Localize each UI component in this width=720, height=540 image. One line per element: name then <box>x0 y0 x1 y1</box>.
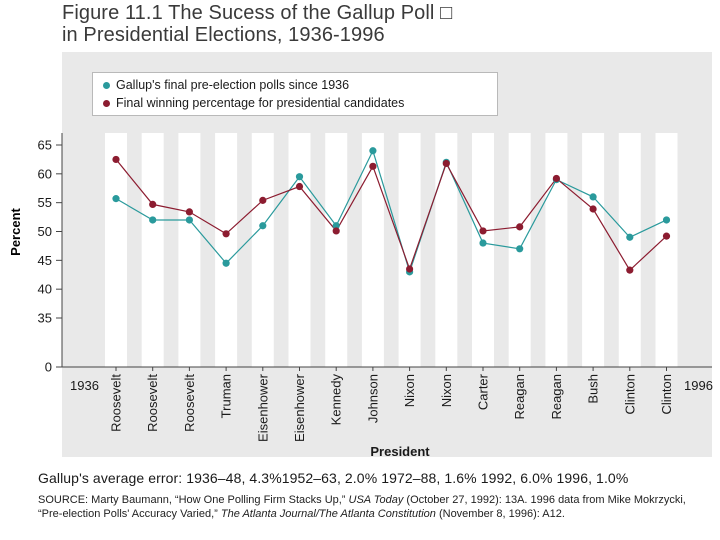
data-point-gallup <box>149 216 157 224</box>
chart-legend: Gallup's final pre-election polls since … <box>92 72 498 116</box>
source-text-3: (November 8, 1996): A12. <box>435 507 565 520</box>
column-band <box>398 133 421 367</box>
source-note: SOURCE: Marty Baumann, “How One Polling … <box>38 494 698 521</box>
data-point-gallup <box>295 173 304 181</box>
y-tick-label: 0 <box>45 360 52 375</box>
y-tick-label: 60 <box>38 166 52 181</box>
column-band <box>472 133 494 367</box>
data-point-winning <box>406 265 414 273</box>
data-point-winning <box>626 266 634 274</box>
legend-label-winning: Final winning percentage for presidentia… <box>116 96 405 110</box>
data-point-winning <box>442 159 450 168</box>
y-tick-label: 65 <box>38 138 52 153</box>
y-tick-label: 55 <box>38 195 52 210</box>
x-tick-label: Roosevelt <box>145 374 160 432</box>
x-tick-label: Nixon <box>439 374 454 407</box>
column-band <box>655 133 678 367</box>
column-bands <box>105 133 678 367</box>
source-publication-1: USA Today <box>348 494 404 506</box>
column-band <box>178 133 201 367</box>
source-text-1: SOURCE: Marty Baumann, “How One Polling … <box>38 494 349 506</box>
column-band <box>215 133 238 367</box>
column-band <box>618 133 641 367</box>
data-point-gallup <box>479 239 487 247</box>
x-tick-label: Clinton <box>622 374 637 414</box>
data-point-gallup <box>222 259 230 267</box>
data-point-gallup <box>516 245 524 253</box>
legend-marker-winning <box>103 99 110 107</box>
x-start-label: 1936 <box>70 378 99 393</box>
column-band <box>288 133 311 367</box>
data-point-winning <box>589 205 597 213</box>
column-band <box>105 133 127 367</box>
y-tick-label: 40 <box>38 282 52 297</box>
y-tick-label: 45 <box>38 253 52 268</box>
data-point-winning <box>662 232 671 240</box>
series-layer <box>112 147 671 276</box>
x-axis-title: President <box>370 444 430 459</box>
x-tick-label: Clinton <box>659 374 674 414</box>
legend-marker-gallup <box>103 81 110 89</box>
source-publication-2: The Atlanta Journal/The Atlanta Constitu… <box>220 507 436 520</box>
data-point-gallup <box>112 195 120 203</box>
x-tick-label: Roosevelt <box>182 374 197 432</box>
x-tick-label: Reagan <box>549 374 564 420</box>
axes: 0 35 40 45 50 55 60 65 1936 1996 Roosevelt Roosevel… <box>38 133 713 442</box>
legend-item-gallup: Gallup's final pre-election polls since … <box>103 78 349 92</box>
data-point-winning <box>112 155 120 164</box>
column-band <box>545 133 568 367</box>
x-tick-label: Roosevelt <box>109 374 124 432</box>
column-band <box>582 133 605 367</box>
data-point-gallup <box>589 193 597 201</box>
source-text-2: (October 27, 1992): 13A. 1996 data from … <box>38 494 686 520</box>
data-point-winning <box>185 208 193 216</box>
y-tick-label: 50 <box>38 224 52 239</box>
legend-item-winning: Final winning percentage for presidentia… <box>103 96 404 110</box>
x-tick-label: Johnson <box>365 374 380 423</box>
data-point-winning <box>295 182 304 191</box>
x-tick-label: Nixon <box>402 374 417 407</box>
series-line-winning <box>115 159 667 272</box>
y-axis-title: Percent <box>8 207 23 255</box>
data-point-winning <box>149 200 157 208</box>
data-point-gallup <box>185 216 193 224</box>
x-tick-label: Bush <box>586 374 601 404</box>
x-tick-label: Carter <box>476 373 491 410</box>
column-band <box>361 133 384 367</box>
column-band <box>325 133 348 367</box>
data-point-gallup <box>626 233 634 241</box>
data-point-winning <box>479 227 487 235</box>
data-point-gallup <box>259 222 267 230</box>
data-point-winning <box>332 227 340 235</box>
figure-title-line-2: in Presidential Elections, 1936-1996 <box>62 24 385 46</box>
x-tick-label: Kennedy <box>329 374 344 426</box>
data-point-winning <box>222 230 230 238</box>
column-band <box>251 133 274 367</box>
data-point-winning <box>552 174 561 183</box>
data-point-gallup <box>662 216 671 224</box>
figure-title-line-1: Figure 11.1 The Sucess of the Gallup Pol… <box>62 2 453 24</box>
figure-title: Figure 11.1 The Sucess of the Gallup Pol… <box>62 2 452 46</box>
data-point-gallup <box>369 147 377 155</box>
column-band <box>141 133 164 367</box>
data-point-gallup <box>332 222 340 230</box>
x-end-label: 1996 <box>684 378 713 393</box>
x-tick-label: Reagan <box>512 374 527 420</box>
data-point-winning <box>259 196 267 204</box>
x-tick-label: Eisenhower <box>292 373 307 442</box>
x-tick-label: Truman <box>219 374 234 418</box>
series-line-gallup <box>115 149 667 274</box>
y-tick-label: 35 <box>38 311 52 326</box>
legend-label-gallup: Gallup's final pre-election polls since … <box>116 78 350 92</box>
data-point-winning <box>516 223 524 231</box>
x-tick-label: Eisenhower <box>255 373 270 442</box>
average-error-note: Gallup's average error: 1936–48, 4.3%195… <box>38 470 629 486</box>
column-band <box>435 133 458 367</box>
data-point-winning <box>369 162 377 170</box>
